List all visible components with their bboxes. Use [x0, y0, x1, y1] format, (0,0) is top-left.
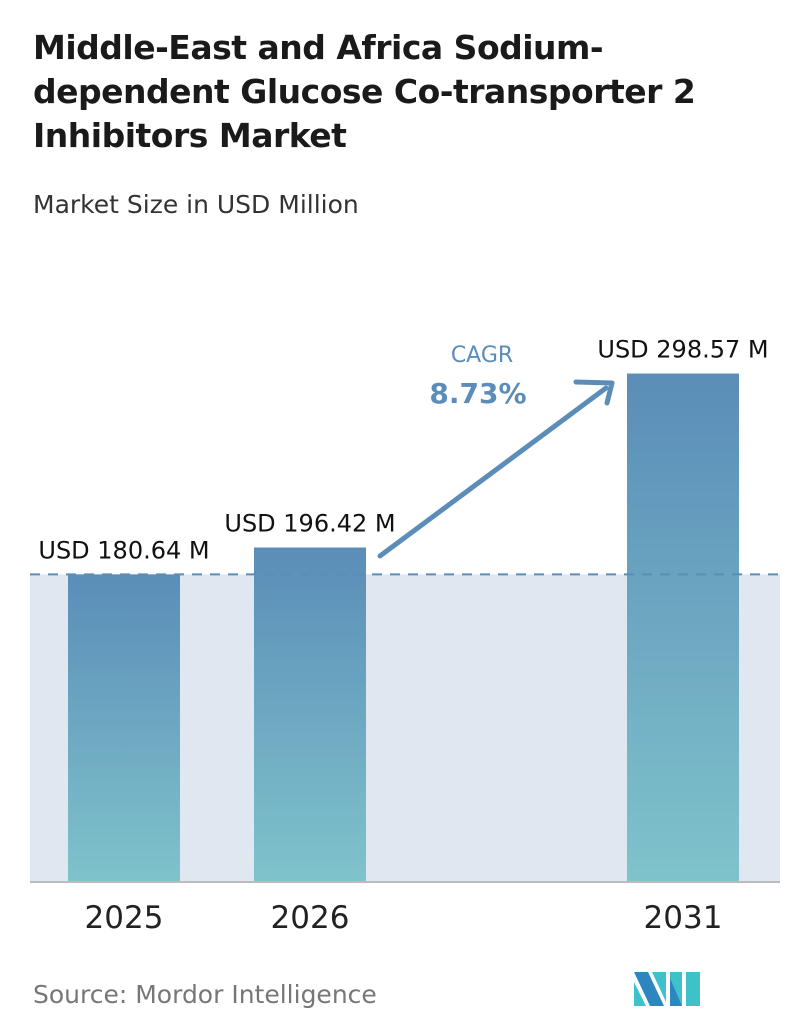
x-tick-2031: 2031: [644, 900, 723, 936]
cagr-value: 8.73%: [429, 377, 526, 410]
cagr-arrow-line: [377, 385, 609, 559]
data-label-2026: USD 196.42 M: [224, 509, 395, 537]
chart-title: Middle-East and Africa Sodium-dependent …: [33, 28, 696, 155]
mordor-logo: [634, 972, 700, 1006]
cagr-label: CAGR: [451, 343, 513, 368]
data-label-2025: USD 180.64 M: [38, 536, 209, 564]
x-tick-2025: 2025: [85, 900, 164, 936]
x-tick-2026: 2026: [271, 900, 350, 936]
bar-2031: [627, 373, 739, 882]
source-note: Source: Mordor Intelligence: [33, 980, 377, 1009]
bar-2026: [254, 547, 366, 882]
bar-2025: [68, 574, 180, 882]
chart-subtitle: Market Size in USD Million: [33, 190, 359, 219]
data-label-2031: USD 298.57 M: [597, 336, 768, 364]
cagr-arrow-head: [573, 379, 615, 406]
